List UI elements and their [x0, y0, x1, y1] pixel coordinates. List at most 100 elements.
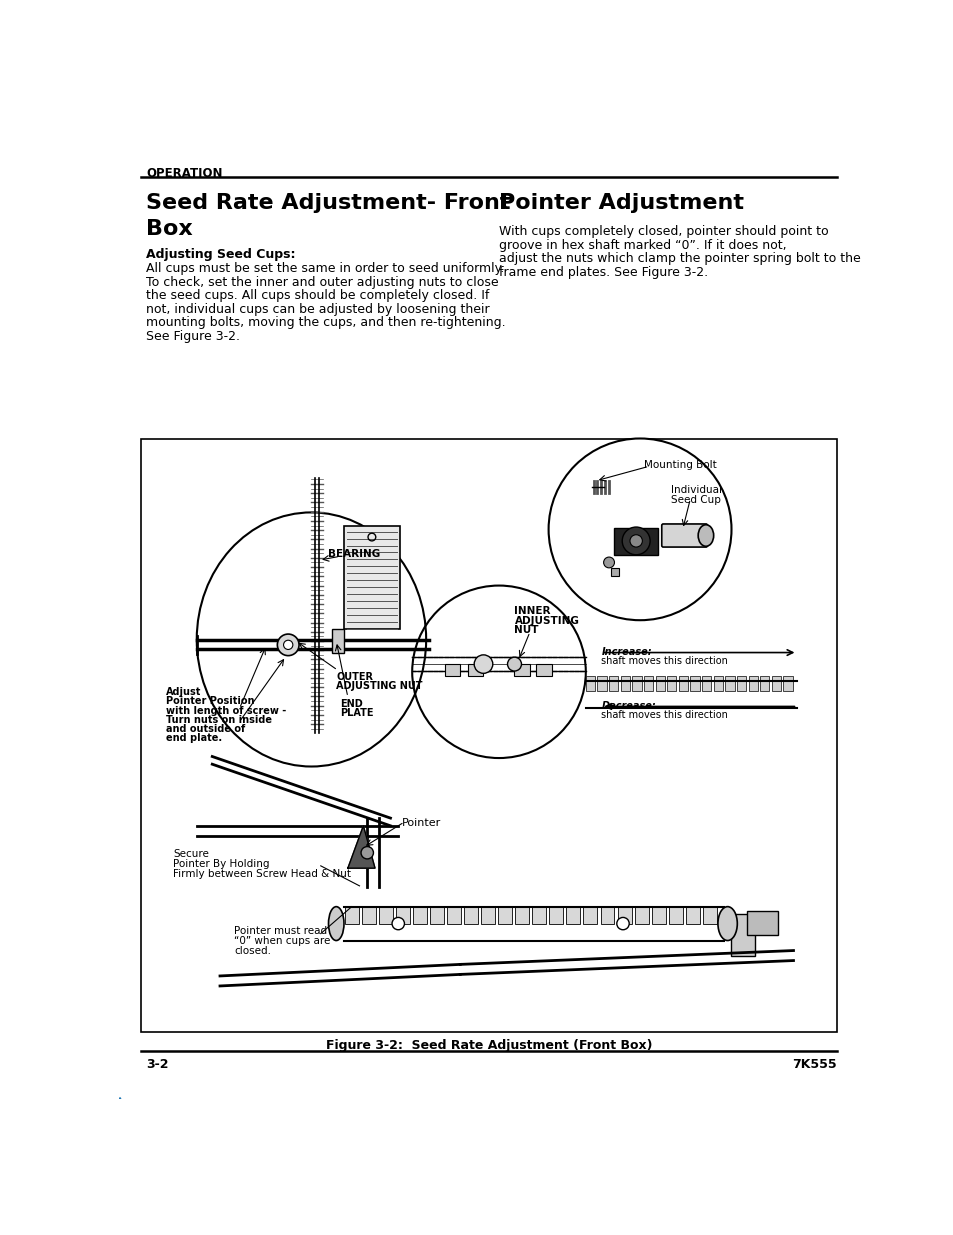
Text: Seed Cup: Seed Cup — [670, 495, 720, 505]
Bar — [583, 906, 597, 924]
Bar — [447, 906, 460, 924]
Text: 7K555: 7K555 — [791, 1058, 836, 1071]
Bar — [566, 906, 579, 924]
Text: shaft moves this direction: shaft moves this direction — [600, 656, 727, 667]
Text: NUT: NUT — [514, 625, 538, 635]
Bar — [608, 676, 618, 692]
Circle shape — [283, 640, 293, 650]
Circle shape — [621, 527, 649, 555]
Bar — [634, 906, 648, 924]
Text: the seed cups. All cups should be completely closed. If: the seed cups. All cups should be comple… — [146, 289, 489, 303]
Ellipse shape — [718, 906, 737, 941]
Ellipse shape — [698, 525, 713, 546]
Bar — [713, 676, 722, 692]
Text: Pointer: Pointer — [402, 818, 441, 829]
Bar — [332, 630, 344, 652]
Circle shape — [507, 657, 521, 671]
Text: To check, set the inner and outer adjusting nuts to close: To check, set the inner and outer adjust… — [146, 275, 498, 289]
Text: Decrease:: Decrease: — [600, 701, 656, 711]
Text: and outside of: and outside of — [166, 724, 245, 734]
Text: PLATE: PLATE — [340, 708, 374, 718]
Circle shape — [474, 655, 493, 673]
Text: Seed Rate Adjustment- Front: Seed Rate Adjustment- Front — [146, 193, 511, 212]
Text: shaft moves this direction: shaft moves this direction — [600, 710, 727, 720]
Bar — [468, 664, 483, 677]
Text: with length of screw -: with length of screw - — [166, 705, 286, 715]
Bar — [515, 906, 529, 924]
Bar — [748, 676, 757, 692]
Bar — [666, 676, 676, 692]
Text: ADJUSTING NUT: ADJUSTING NUT — [335, 680, 422, 692]
Text: Pointer Position: Pointer Position — [166, 697, 254, 706]
Text: Firmly between Screw Head & Nut: Firmly between Screw Head & Nut — [173, 869, 351, 879]
Bar — [651, 906, 665, 924]
Text: Adjusting Seed Cups:: Adjusting Seed Cups: — [146, 248, 295, 262]
Bar — [141, 440, 836, 1032]
Bar — [611, 568, 618, 576]
Bar — [480, 906, 495, 924]
Text: 3-2: 3-2 — [146, 1058, 169, 1071]
Bar — [685, 906, 699, 924]
Bar — [746, 910, 778, 935]
Bar — [731, 914, 754, 956]
Text: end plate.: end plate. — [166, 734, 222, 743]
Bar — [514, 664, 530, 677]
Bar — [497, 906, 512, 924]
Text: With cups completely closed, pointer should point to: With cups completely closed, pointer sho… — [498, 225, 828, 238]
Text: Individual: Individual — [670, 484, 721, 495]
Circle shape — [603, 557, 614, 568]
Circle shape — [617, 918, 629, 930]
Text: OPERATION: OPERATION — [146, 167, 223, 179]
Text: See Figure 3-2.: See Figure 3-2. — [146, 330, 240, 342]
Text: INNER: INNER — [514, 606, 551, 616]
Circle shape — [629, 535, 641, 547]
Bar — [597, 676, 606, 692]
Text: Mounting Bolt: Mounting Bolt — [643, 461, 716, 471]
Circle shape — [277, 634, 298, 656]
Text: ADJUSTING: ADJUSTING — [514, 615, 578, 626]
FancyBboxPatch shape — [661, 524, 707, 547]
Bar — [536, 664, 551, 677]
Bar — [668, 906, 682, 924]
Bar — [679, 676, 687, 692]
Bar — [444, 664, 459, 677]
Text: Box: Box — [146, 219, 193, 240]
Ellipse shape — [328, 906, 344, 941]
Text: Secure: Secure — [173, 848, 209, 858]
Circle shape — [412, 585, 585, 758]
Text: Increase:: Increase: — [600, 647, 651, 657]
Bar — [599, 906, 614, 924]
Polygon shape — [348, 826, 375, 868]
Bar — [378, 906, 393, 924]
Text: END: END — [340, 699, 362, 709]
Text: closed.: closed. — [233, 946, 271, 956]
Text: Figure 3-2:  Seed Rate Adjustment (Front Box): Figure 3-2: Seed Rate Adjustment (Front … — [325, 1039, 652, 1052]
Bar — [532, 906, 546, 924]
Text: Pointer Adjustment: Pointer Adjustment — [498, 193, 743, 212]
Bar — [620, 676, 629, 692]
Text: All cups must be set the same in order to seed uniformly.: All cups must be set the same in order t… — [146, 262, 504, 275]
Bar — [549, 906, 562, 924]
Bar — [395, 906, 410, 924]
Text: Turn nuts on inside: Turn nuts on inside — [166, 715, 272, 725]
Circle shape — [392, 918, 404, 930]
Circle shape — [360, 846, 373, 858]
Bar — [344, 906, 358, 924]
Text: BEARING: BEARING — [328, 548, 380, 558]
Bar — [617, 906, 631, 924]
Text: Pointer must read: Pointer must read — [233, 926, 327, 936]
Bar — [413, 906, 427, 924]
Text: mounting bolts, moving the cups, and then re-tightening.: mounting bolts, moving the cups, and the… — [146, 316, 505, 329]
Bar — [736, 676, 745, 692]
Bar — [655, 676, 664, 692]
Bar — [361, 906, 375, 924]
Text: groove in hex shaft marked “0”. If it does not,: groove in hex shaft marked “0”. If it do… — [498, 238, 786, 252]
Bar — [771, 676, 781, 692]
Text: OUTER: OUTER — [335, 672, 373, 682]
Bar — [430, 906, 443, 924]
Text: not, individual cups can be adjusted by loosening their: not, individual cups can be adjusted by … — [146, 303, 490, 316]
Text: adjust the nuts which clamp the pointer spring bolt to the: adjust the nuts which clamp the pointer … — [498, 252, 860, 266]
Circle shape — [548, 438, 731, 620]
Bar — [690, 676, 699, 692]
Bar — [701, 676, 711, 692]
